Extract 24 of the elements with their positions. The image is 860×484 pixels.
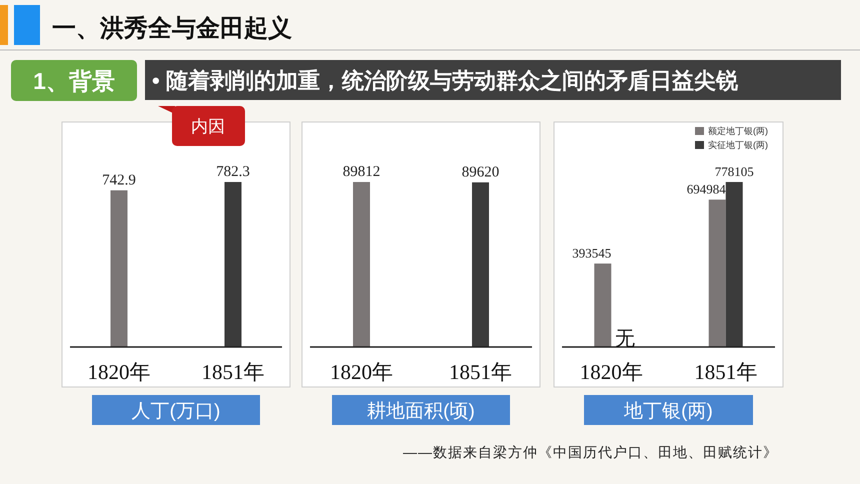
x-tick-label: 1820年 [330, 360, 393, 384]
x-axis-title: 耕地面积(顷) [367, 401, 475, 422]
x-axis-title: 地丁银(两) [623, 401, 713, 422]
data-label: 694984 [686, 182, 726, 197]
data-label: 89620 [462, 164, 500, 180]
x-tick-label: 1820年 [88, 360, 150, 384]
text: 一、洪秀全与金田起义 [52, 15, 292, 42]
x-tick-label: 1820年 [580, 360, 643, 384]
data-label: 782.3 [216, 164, 250, 180]
legend-label: 额定地丁银(两) [708, 126, 768, 136]
x-tick-label: 1851年 [694, 360, 758, 384]
text: • 随着剥削的加重，统治阶级与劳动群众之间的矛盾日益尖锐 [152, 68, 739, 93]
x-tick-label: 1851年 [449, 360, 512, 384]
text: 内因 [191, 117, 225, 136]
data-label: 778105 [714, 164, 754, 179]
text: ——数据来自梁方仲《中国历代户口、田地、田赋统计》 [403, 444, 778, 460]
data-label: 742.9 [102, 172, 136, 188]
data-label: 393545 [572, 246, 612, 261]
legend-label: 实征地丁银(两) [708, 140, 768, 150]
data-label: 89812 [342, 164, 380, 180]
annotation: 无 [614, 328, 635, 350]
x-axis-title: 人丁(万口) [132, 401, 220, 422]
text: 1、背景 [33, 68, 115, 94]
x-tick-label: 1851年 [202, 360, 264, 384]
